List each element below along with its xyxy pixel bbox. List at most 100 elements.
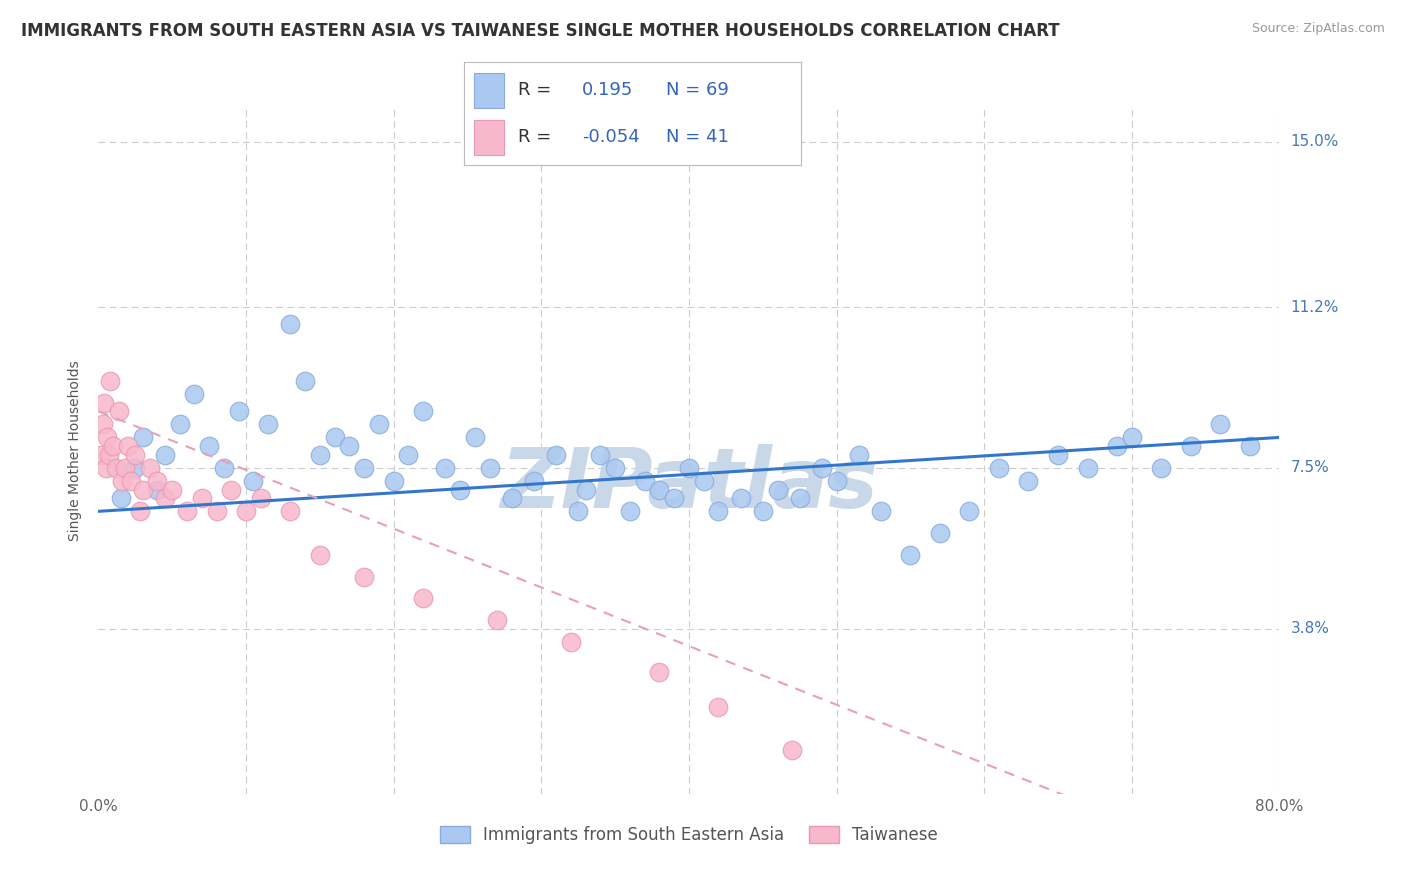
Point [523,474,546,488]
Point [97,448,120,462]
Point [90,448,112,462]
Point [132,430,155,444]
Point [111,474,134,488]
Point [368,417,391,432]
Point [110,491,132,506]
Bar [474,120,505,155]
Point [191,491,214,506]
Point [128,504,150,518]
Point [707,700,730,714]
Point [449,483,471,497]
Point [1121,430,1143,444]
Point [98,374,121,388]
Point [752,504,775,518]
Point [339,439,361,453]
Text: ZIPatlas: ZIPatlas [501,444,877,525]
Text: 11.2%: 11.2% [1291,300,1339,315]
Point [146,483,169,497]
Point [648,665,671,680]
Point [132,483,155,497]
Point [648,483,671,497]
Text: Source: ZipAtlas.com: Source: ZipAtlas.com [1251,22,1385,36]
Point [1018,474,1040,488]
Point [198,439,221,453]
Point [988,460,1011,475]
Text: N = 69: N = 69 [666,81,730,99]
Point [412,591,434,606]
Point [120,474,142,488]
Point [789,491,811,506]
Point [257,417,280,432]
Point [103,439,125,453]
Text: -0.054: -0.054 [582,128,640,146]
Point [567,504,589,518]
Point [205,504,228,518]
Point [619,504,641,518]
Point [91,417,114,432]
Point [412,404,434,418]
Point [242,474,264,488]
Point [212,460,235,475]
Point [575,483,598,497]
Point [605,460,627,475]
Point [486,613,509,627]
Text: 7.5%: 7.5% [1291,460,1329,475]
Point [96,430,118,444]
Point [730,491,752,506]
Point [900,548,922,562]
Point [280,318,302,332]
Point [1107,439,1129,453]
Point [434,460,457,475]
Point [546,448,568,462]
Point [114,460,136,475]
Point [93,395,115,409]
Text: R =: R = [517,128,551,146]
Point [929,526,952,541]
Point [1209,417,1232,432]
Point [139,460,162,475]
Point [501,491,523,506]
Point [766,483,789,497]
Point [169,417,191,432]
Point [811,460,834,475]
Point [693,474,716,488]
Point [353,460,375,475]
Point [398,448,420,462]
Point [825,474,848,488]
Text: 3.8%: 3.8% [1291,621,1330,636]
Point [782,743,804,757]
Point [162,483,183,497]
Point [664,491,686,506]
Point [323,430,346,444]
Point [560,634,582,648]
Point [221,483,243,497]
Text: IMMIGRANTS FROM SOUTH EASTERN ASIA VS TAIWANESE SINGLE MOTHER HOUSEHOLDS CORRELA: IMMIGRANTS FROM SOUTH EASTERN ASIA VS TA… [21,22,1060,40]
Point [1047,448,1070,462]
Point [1077,460,1099,475]
Point [870,504,893,518]
Point [176,504,198,518]
Point [235,504,257,518]
Point [153,448,176,462]
Point [309,448,332,462]
Point [1239,439,1261,453]
Point [634,474,657,488]
Point [353,569,375,583]
Point [1150,460,1173,475]
Point [959,504,981,518]
Point [250,491,273,506]
Point [228,404,250,418]
Point [848,448,870,462]
Point [589,448,612,462]
Point [117,439,139,453]
Point [105,460,128,475]
Point [294,374,316,388]
Point [1180,439,1202,453]
Bar [474,73,505,108]
Point [678,460,700,475]
Point [309,548,332,562]
Point [280,504,302,518]
Point [108,404,131,418]
Point [478,460,501,475]
Text: R =: R = [517,81,551,99]
